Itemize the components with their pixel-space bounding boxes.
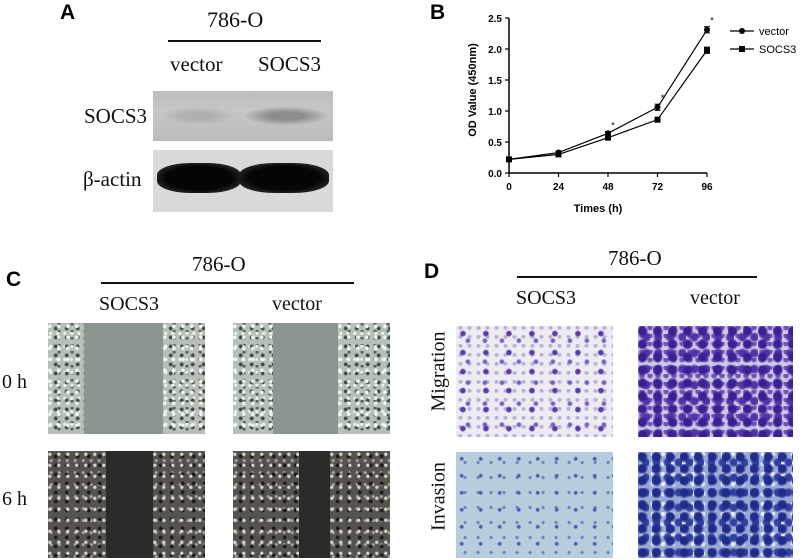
panel-a-divider [168,40,321,42]
panel-a-lane-label-socs3: SOCS3 [258,52,322,76]
panel-c-col-label-socs3: SOCS3 [99,293,160,315]
chart-point-vector [654,104,661,111]
chart-point-SOCS3 [555,151,562,158]
chart-annotation-asterisk: * [661,93,665,103]
panel-d-col-label-socs3: SOCS3 [516,287,577,309]
chart-series-line-SOCS3 [508,49,708,160]
legend-label-vector: vector [759,26,789,38]
panel-c-row-label-0h: 0 h [2,371,27,393]
chart-series-layer: * * * [506,16,714,163]
cell-edge-left [233,451,299,558]
chart-point-SOCS3 [704,47,710,54]
chart-annotation-asterisk: * [710,16,714,26]
panel-c-row-label-6h: 6 h [2,488,27,510]
western-blot-socs3 [153,91,333,141]
blot-band-vector [163,107,233,125]
chart-x-tick-label: 48 [602,182,614,193]
chart-svg: 0.0 0.5 1.0 1.5 2.0 2.5 0 24 48 72 96 * * * Times (h… [467,14,796,215]
panel-a-row-label-socs3: SOCS3 [84,104,148,128]
chart-y-tick-label: 1.5 [488,76,502,87]
chart-x-tick-label: 72 [652,182,664,193]
chart-y-tick-label: 2.0 [488,45,502,56]
blot-band-socs3 [245,107,327,125]
chart-y-tick-label: 2.5 [488,14,502,25]
chart-point-SOCS3 [506,156,512,163]
cell-edge-left [48,323,84,434]
panel-d-cell-line: 786-O [608,246,662,270]
micrograph-vector-6h [233,451,390,558]
blot-band-actin-socs3 [239,163,329,193]
micrograph-vector-0h [233,323,390,434]
chart-annotation-asterisk: * [611,120,615,130]
transwell-invasion-socs3 [456,452,613,558]
chart-y-axis-label: OD Value (450nm) [467,43,479,137]
panel-a-lane-label-vector: vector [170,52,223,76]
panel-c-col-label-vector: vector [272,293,322,315]
western-blot-actin [153,150,333,212]
micrograph-socs3-6h [48,451,205,558]
chart-point-vector [704,26,710,33]
panel-d-divider [517,276,757,278]
panel-letter-d: D [424,260,440,283]
legend-marker-vector [739,28,745,34]
chart-axes: 0.0 0.5 1.0 1.5 2.0 2.5 0 24 48 72 96 [488,14,713,193]
panel-letter-a: A [60,1,76,24]
panel-c-cell-line: 786-O [192,252,246,276]
cell-edge-right [330,451,390,558]
cell-edge-right [163,323,205,434]
panel-a-row-label-actin: β-actin [83,167,142,191]
chart-y-tick-label: 0.0 [488,169,502,180]
chart-point-SOCS3 [654,116,661,123]
blot-band-actin-vector [157,163,241,193]
chart-x-tick-label: 24 [553,182,565,193]
cell-edge-right [153,451,205,558]
chart-y-tick-label: 0.5 [488,138,502,149]
chart-x-axis-label: Times (h) [574,203,623,215]
panel-d-row-label-migration: Migration [427,331,450,412]
proliferation-chart: 0.0 0.5 1.0 1.5 2.0 2.5 0 24 48 72 96 * * * Times (h… [440,0,809,225]
chart-y-tick-label: 1.0 [488,107,502,118]
chart-point-SOCS3 [605,134,611,141]
panel-c-divider [101,282,354,284]
panel-letter-c: C [6,268,22,291]
micrograph-socs3-0h [48,323,205,434]
cell-edge-left [233,323,273,434]
panel-a-cell-line: 786-O [207,7,264,32]
cell-edge-right [338,323,390,434]
legend-marker-SOCS3 [739,46,745,52]
chart-x-tick-label: 0 [506,182,512,193]
panel-letter-b: B [430,1,446,24]
transwell-invasion-vector [638,452,793,558]
cell-edge-left [48,451,106,558]
transwell-migration-socs3 [456,326,613,437]
panel-d-row-label-invasion: Invasion [427,462,450,531]
panel-d-col-label-vector: vector [690,287,740,309]
chart-legend: vector SOCS3 [730,26,796,56]
transwell-migration-vector [638,326,793,437]
chart-x-tick-label: 96 [701,182,713,193]
legend-label-SOCS3: SOCS3 [759,44,796,56]
